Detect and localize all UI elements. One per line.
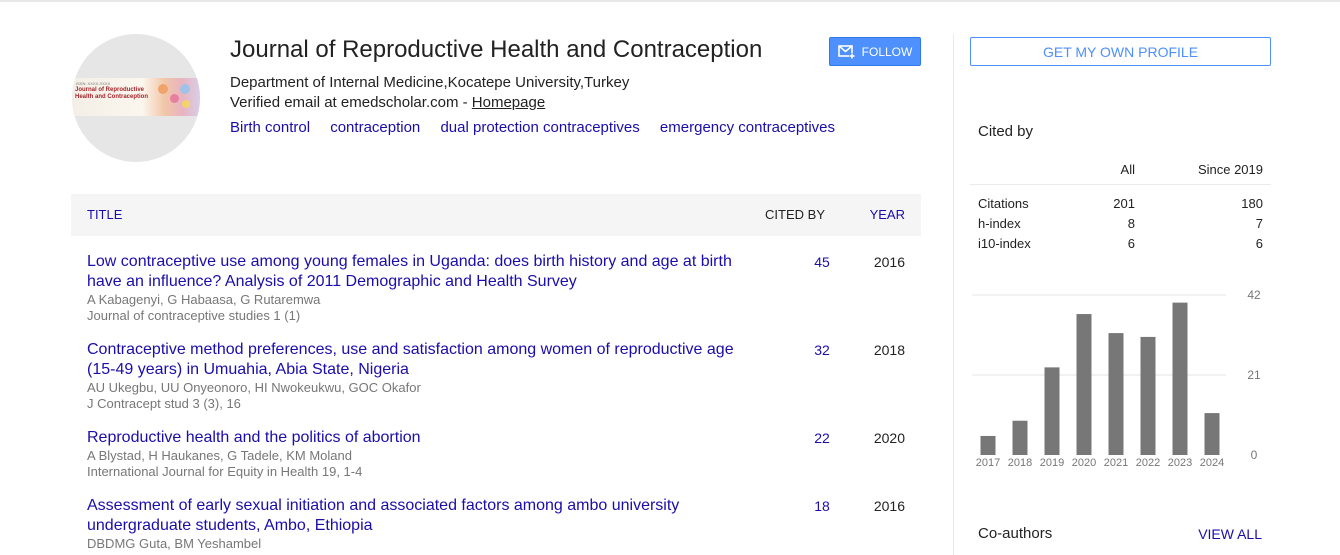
chart-x-tick-label: 2020: [1072, 457, 1096, 469]
article-title-link[interactable]: Low contraceptive use among young female…: [87, 253, 732, 290]
stat-label: Citations: [978, 196, 1029, 211]
article-cited-count[interactable]: 45: [814, 254, 830, 270]
article-row: Reproductive health and the politics of …: [87, 428, 921, 480]
article-title-link[interactable]: Assessment of early sexual initiation an…: [87, 497, 680, 534]
column-divider: [953, 34, 954, 555]
interest-link[interactable]: emergency contraceptives: [659, 119, 836, 136]
col-since-label: Since 2019: [1197, 162, 1263, 177]
top-divider: [0, 0, 1340, 2]
co-authors-title: Co-authors: [978, 525, 1053, 542]
col-all-label: All: [1120, 162, 1135, 177]
pill-shape: [180, 84, 190, 94]
chart-x-tick-label: 2018: [1008, 457, 1032, 469]
cited-by-header: CITED BY: [765, 207, 825, 222]
stat-label: h-index: [978, 216, 1021, 231]
stat-since-value: 7: [1255, 216, 1263, 231]
citation-stats-header: All Since 2019: [970, 160, 1271, 185]
chart-bar-2021[interactable]: [1108, 333, 1124, 455]
stat-all-value: 6: [1127, 236, 1135, 251]
stat-since-value: 6: [1255, 236, 1263, 251]
article-venue: International Journal for Equity in Heal…: [87, 464, 363, 479]
stat-since-value: 180: [1241, 196, 1263, 211]
article-year: 2016: [873, 254, 905, 270]
follow-label: FOLLOW: [861, 44, 913, 59]
stat-row-citations: Citations 201 180: [970, 196, 1271, 216]
article-row: Low contraceptive use among young female…: [87, 252, 921, 324]
article-year: 2018: [873, 342, 905, 358]
stat-row-i10-index: i10-index 6 6: [970, 236, 1271, 256]
article-cited-count[interactable]: 22: [814, 430, 830, 446]
sort-by-title[interactable]: TITLE: [87, 207, 123, 222]
articles-table-header: TITLE CITED BY YEAR: [71, 194, 921, 236]
chart-x-tick-label: 2021: [1104, 457, 1128, 469]
interest-link[interactable]: dual protection contraceptives: [440, 119, 640, 136]
article-row: Assessment of early sexual initiation an…: [87, 496, 921, 552]
chart-x-tick-label: 2019: [1040, 457, 1064, 469]
chart-x-tick-label: 2022: [1136, 457, 1160, 469]
chart-y-tick-label: 42: [1247, 288, 1261, 302]
research-interests: Birth control contraception dual protect…: [230, 119, 851, 136]
chart-bar-2017[interactable]: [980, 435, 996, 455]
email-text: Verified email at emedscholar.com -: [230, 94, 472, 111]
homepage-link[interactable]: Homepage: [471, 94, 546, 111]
chart-bar-2023[interactable]: [1172, 302, 1188, 455]
article-title-link[interactable]: Contraceptive method preferences, use an…: [87, 341, 734, 378]
chart-bar-2019[interactable]: [1044, 367, 1060, 455]
stat-all-value: 8: [1127, 216, 1135, 231]
stat-row-h-index: h-index 8 7: [970, 216, 1271, 236]
cited-by-title: Cited by: [978, 123, 1034, 140]
citations-per-year-chart: 0 21 42 2017 2018 2019 2020 2021 2022 2023 2024: [972, 288, 1261, 469]
pill-shape: [170, 94, 179, 103]
chart-x-tick-label: 2024: [1200, 457, 1224, 469]
chart-x-tick-label: 2023: [1168, 457, 1192, 469]
get-my-own-profile-button[interactable]: GET MY OWN PROFILE: [970, 37, 1271, 66]
follow-button[interactable]: FOLLOW: [829, 37, 921, 66]
profile-affiliation: Department of Internal Medicine,Kocatepe…: [230, 74, 630, 91]
article-cited-count[interactable]: 32: [814, 342, 830, 358]
article-authors: DBDMG Guta, BM Yeshambel: [87, 536, 262, 551]
article-row: Contraceptive method preferences, use an…: [87, 340, 921, 412]
article-authors: A Blystad, H Haukanes, G Tadele, KM Mola…: [87, 448, 352, 463]
mail-plus-icon: [837, 44, 855, 59]
chart-y-tick-label: 21: [1247, 368, 1261, 382]
sort-by-year[interactable]: YEAR: [869, 207, 905, 222]
profile-name: Journal of Reproductive Health and Contr…: [230, 36, 763, 63]
article-venue: Journal of contraceptive studies 1 (1): [87, 308, 301, 323]
chart-bar-2018[interactable]: [1012, 420, 1028, 455]
stat-all-value: 201: [1113, 196, 1135, 211]
chart-bar-2024[interactable]: [1204, 413, 1220, 455]
chart-y-tick-label: 0: [1251, 448, 1258, 462]
stat-label: i10-index: [978, 236, 1031, 251]
article-cited-count[interactable]: 18: [814, 498, 830, 514]
article-year: 2020: [873, 430, 905, 446]
avatar-logo-text: Journal of Reproductive Health and Contr…: [75, 87, 149, 100]
chart-bar-2022[interactable]: [1140, 336, 1156, 455]
article-authors: A Kabagenyi, G Habaasa, G Rutaremwa: [87, 292, 321, 307]
pill-shape: [182, 100, 190, 108]
article-venue: J Contracept stud 3 (3), 16: [87, 396, 241, 411]
article-authors: AU Ukegbu, UU Onyeonoro, HI Nwokeukwu, G…: [87, 380, 421, 395]
interest-link[interactable]: contraception: [330, 119, 421, 136]
interest-link[interactable]: Birth control: [230, 119, 311, 136]
article-title-link[interactable]: Reproductive health and the politics of …: [87, 429, 421, 446]
pill-shape: [158, 84, 168, 94]
chart-bar-2020[interactable]: [1076, 314, 1092, 455]
view-all-coauthors-link[interactable]: VIEW ALL: [1198, 526, 1262, 542]
profile-email: Verified email at emedscholar.com - Home…: [230, 94, 545, 111]
avatar-small-text: ISSN: XXXX-XXXX: [76, 81, 111, 86]
article-year: 2016: [873, 498, 905, 514]
chart-x-tick-label: 2017: [976, 457, 1000, 469]
profile-avatar: ISSN: XXXX-XXXX Journal of Reproductive …: [72, 34, 200, 162]
